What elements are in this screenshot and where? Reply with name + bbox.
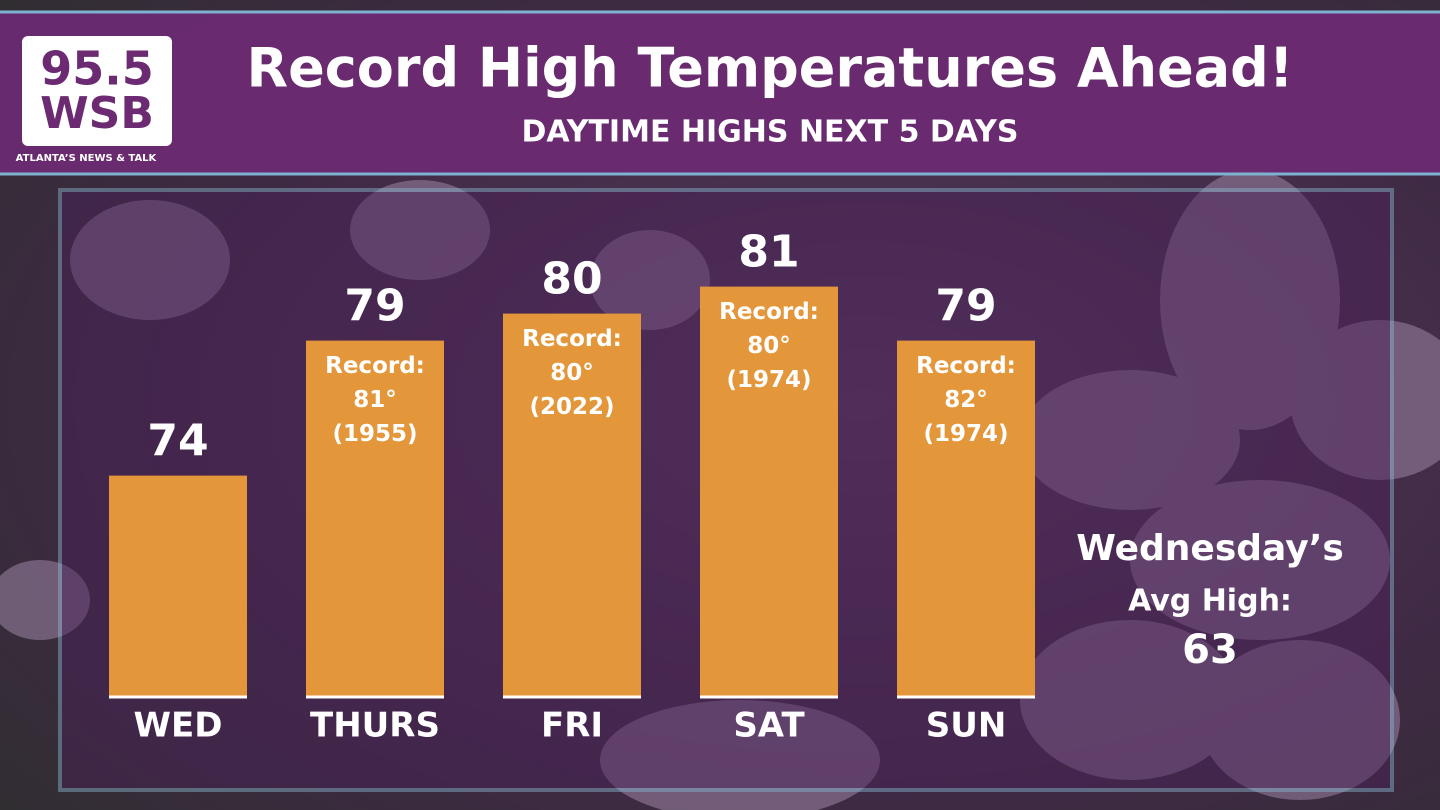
record-label: 80° (550, 360, 594, 386)
bar (503, 313, 641, 697)
logo-tagline: ATLANTA’S NEWS & TALK (16, 153, 158, 164)
note-text: Wednesday’s (1076, 528, 1344, 569)
record-label: Record: (719, 299, 819, 325)
note-value: 63 (1182, 627, 1238, 673)
value-label: 80 (541, 254, 602, 305)
record-label: (2022) (529, 394, 614, 420)
value-label: 81 (738, 227, 799, 278)
value-label: 79 (935, 281, 996, 332)
flower-decor (0, 170, 1440, 810)
record-label: Record: (916, 353, 1016, 379)
record-label: 81° (353, 387, 397, 413)
bar (306, 340, 444, 697)
record-label: (1974) (726, 367, 811, 393)
bar (700, 286, 838, 697)
record-label: Record: (325, 353, 425, 379)
bar (897, 340, 1035, 697)
value-label: 79 (344, 281, 405, 332)
bar (109, 475, 247, 697)
header-banner (0, 12, 1440, 174)
logo-box (22, 36, 172, 146)
value-label: 74 (147, 416, 208, 467)
x-tick-label: WED (134, 706, 223, 746)
note-text: Avg High: (1128, 584, 1292, 619)
record-label: 80° (747, 333, 791, 359)
chart-title: Record High Temperatures Ahead! (247, 37, 1294, 100)
record-label: (1955) (332, 421, 417, 447)
x-tick-label: FRI (541, 706, 603, 746)
record-label: 82° (944, 387, 988, 413)
x-tick-label: SAT (733, 706, 805, 746)
logo-line: WSB (40, 88, 154, 139)
record-label: Record: (522, 326, 622, 352)
record-label: (1974) (923, 421, 1008, 447)
x-tick-label: SUN (926, 706, 1007, 746)
x-tick-label: THURS (310, 706, 440, 746)
chart-subtitle: DAYTIME HIGHS NEXT 5 DAYS (522, 115, 1019, 150)
logo-line: 95.5 (40, 42, 154, 96)
